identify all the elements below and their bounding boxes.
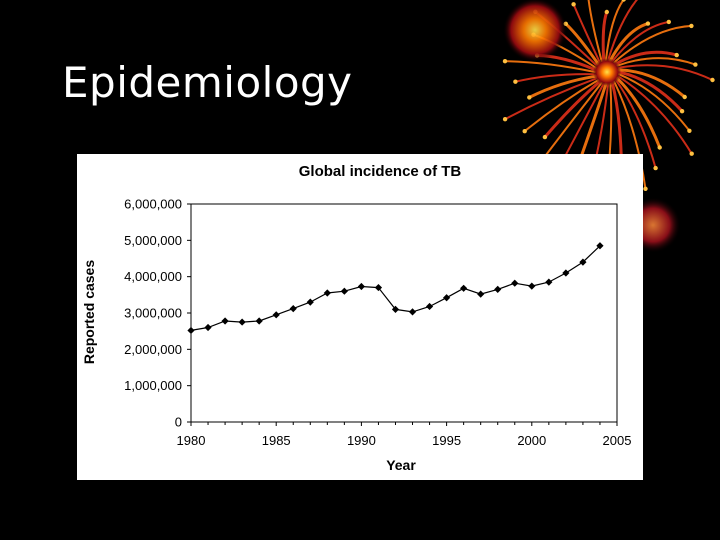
plot-area-border (190, 203, 618, 423)
data-point (323, 289, 331, 297)
y-axis-label: Reported cases (81, 260, 97, 364)
firework-streak (608, 22, 650, 62)
firework-streak (616, 57, 697, 67)
firework-streak (617, 73, 691, 132)
firework-spark (710, 77, 715, 83)
firework-streak (607, 0, 639, 62)
data-point (494, 285, 502, 293)
data-point (204, 323, 212, 332)
firework-streak (504, 60, 596, 73)
slide-title: Epidemiology (62, 58, 353, 107)
series-line (190, 245, 601, 331)
y-tick-label: 5,000,000 (124, 233, 182, 248)
firework-spark (653, 165, 658, 171)
firework-spark (687, 128, 692, 133)
x-tick-label: 2005 (603, 433, 632, 448)
x-tick-label: 1990 (347, 433, 376, 448)
data-point (425, 302, 434, 311)
data-point (289, 305, 297, 313)
firework-streak (572, 3, 601, 64)
firework-streak (614, 79, 657, 170)
firework-streak (601, 10, 609, 62)
firework-streak (617, 68, 687, 99)
firework-spark (679, 109, 685, 114)
firework-streak (543, 80, 602, 139)
firework-streak (611, 20, 670, 63)
y-tick-label: 0 (175, 415, 182, 430)
data-point (477, 290, 485, 298)
data-point (596, 242, 604, 250)
chart-title: Global incidence of TB (299, 163, 462, 180)
y-tick-label: 2,000,000 (124, 342, 182, 357)
firework-streak (527, 74, 598, 99)
firework-streak (577, 82, 608, 165)
data-point (255, 317, 263, 325)
firework-spark (693, 62, 698, 67)
firework-spark (621, 0, 626, 2)
firework-spark (682, 94, 687, 100)
data-point (408, 308, 417, 316)
firework-spark (657, 145, 662, 150)
x-tick-label: 2000 (517, 433, 546, 448)
firework-spark (527, 95, 532, 100)
data-point (443, 294, 451, 302)
x-tick-label: 1995 (432, 433, 461, 448)
chart-panel: Global incidence of TB Year Reported cas… (77, 154, 643, 480)
firework-spark (522, 129, 527, 134)
firework-streak (514, 73, 597, 83)
firework-spark (643, 186, 648, 191)
data-point (357, 282, 365, 291)
firework-streak (617, 64, 714, 81)
x-tick-label: 1980 (177, 433, 206, 448)
firework-glow-small (503, 0, 567, 62)
data-point (528, 282, 536, 290)
data-point (238, 318, 246, 326)
data-point (460, 284, 468, 292)
firework-spark (666, 19, 671, 25)
firework-streak (504, 77, 598, 121)
y-tick-label: 6,000,000 (124, 197, 182, 212)
firework-streak (617, 75, 693, 155)
firework-spark (674, 52, 679, 58)
firework-streak (604, 0, 625, 62)
firework-spark (502, 59, 508, 64)
data-point (511, 279, 519, 287)
series-reported-cases (187, 242, 604, 335)
firework-streak (617, 70, 684, 113)
y-tick-label: 3,000,000 (124, 306, 182, 321)
firework-spark (604, 9, 609, 15)
firework-streak (587, 0, 603, 63)
firework-spark (542, 134, 548, 140)
data-point (340, 287, 348, 295)
tb-incidence-chart: Global incidence of TB Year Reported cas… (81, 163, 632, 473)
firework-streak (613, 24, 693, 64)
y-tick-label: 4,000,000 (124, 269, 182, 284)
firework-spark (645, 21, 651, 26)
firework-streak (614, 50, 679, 66)
firework-spark (689, 151, 694, 156)
firework-spark (571, 2, 576, 7)
firework-spark (502, 117, 508, 122)
firework-spark (513, 79, 518, 84)
x-axis-label: Year (386, 457, 416, 473)
data-point (545, 278, 553, 286)
x-axis-ticks: 1980 1985 1990 1995 2000 2005 (177, 422, 632, 448)
firework-streak (523, 79, 600, 133)
data-point (187, 326, 195, 335)
data-point (579, 258, 587, 266)
chart-axes (190, 203, 618, 423)
y-axis-ticks: 0 1,000,000 2,000,000 3,000,000 4,000,000 5,0… (124, 197, 191, 430)
data-point (272, 311, 280, 319)
x-tick-label: 1985 (262, 433, 291, 448)
data-point (562, 269, 570, 277)
firework-streak (615, 76, 662, 149)
data-point (306, 298, 314, 306)
firework-streak (564, 22, 600, 66)
y-tick-label: 1,000,000 (124, 378, 182, 393)
data-point (221, 317, 229, 325)
firework-spark (689, 23, 694, 29)
firework-core (593, 58, 621, 86)
firework-streak (613, 80, 647, 190)
